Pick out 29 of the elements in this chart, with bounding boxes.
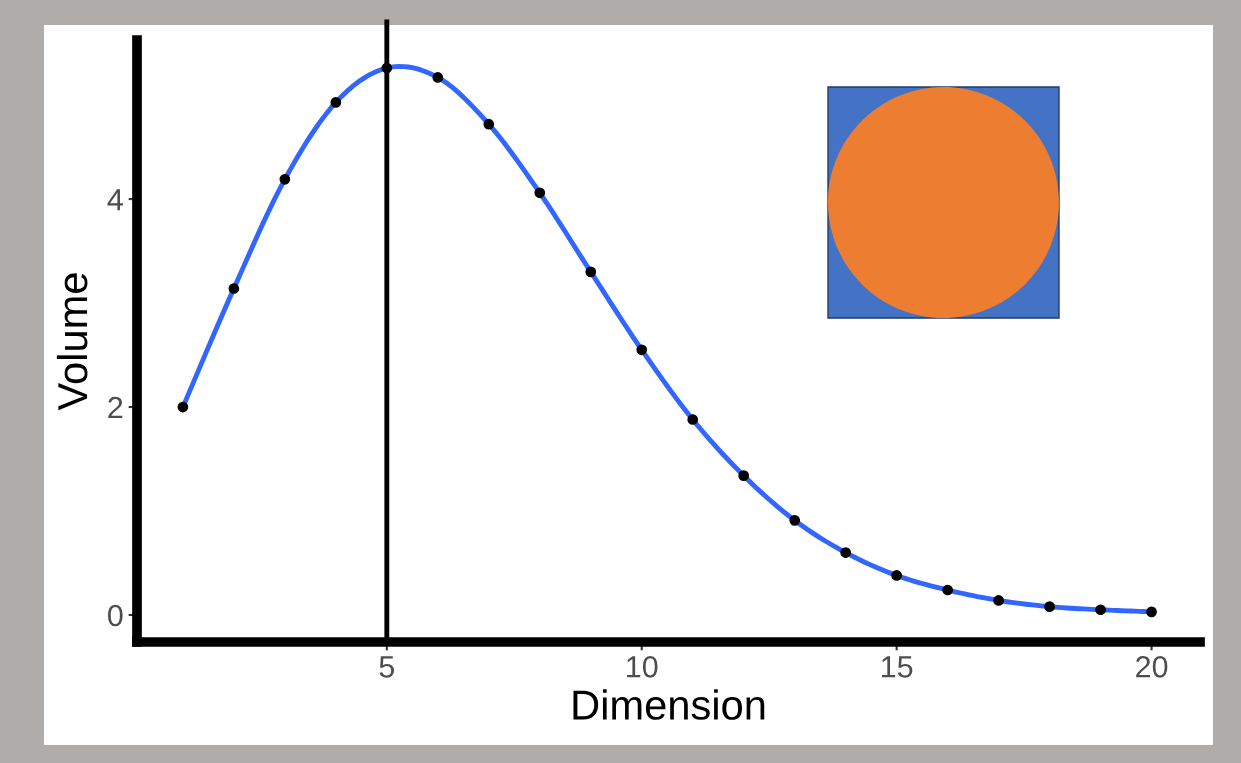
point — [942, 584, 953, 596]
point — [1146, 606, 1157, 618]
y-tick-label: 0 — [108, 604, 123, 627]
point — [789, 514, 801, 526]
x-tick-label: 20 — [1136, 656, 1168, 678]
point — [993, 595, 1004, 606]
point — [330, 97, 342, 108]
point — [1044, 601, 1055, 613]
y-tick-label: 2 — [108, 396, 123, 419]
point — [228, 283, 240, 294]
point — [687, 414, 699, 425]
point — [1095, 604, 1106, 616]
point — [177, 401, 189, 413]
point — [534, 187, 546, 199]
x-tick-label: 10 — [627, 656, 658, 678]
point — [636, 344, 648, 356]
x-axis-title: Dimension — [573, 689, 765, 720]
y-axis-title: Volume — [56, 273, 88, 411]
point — [891, 570, 903, 581]
point — [585, 266, 597, 278]
point — [840, 547, 852, 558]
y-tick-label: 4 — [107, 189, 123, 211]
point — [483, 118, 495, 130]
point — [738, 470, 750, 481]
x-tick-label: 5 — [379, 656, 395, 678]
point — [432, 72, 444, 83]
point — [381, 62, 393, 74]
x-tick-label: 15 — [881, 656, 913, 678]
point — [279, 173, 291, 185]
